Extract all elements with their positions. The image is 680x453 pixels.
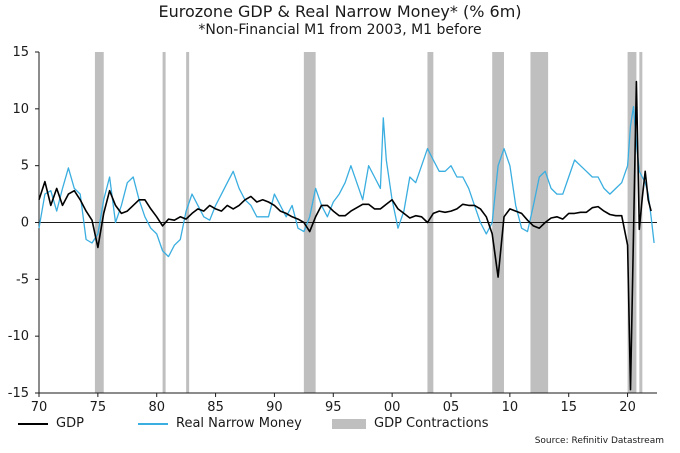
x-tick-label-10: 20 (619, 400, 636, 415)
y-tick-label-1: -10 (8, 329, 29, 344)
series-line-real-narrow-money (38, 105, 655, 258)
x-tick-label-4: 90 (266, 400, 283, 415)
source-note: Source: Refinitiv Datastream (534, 436, 664, 446)
x-tick-label-9: 15 (560, 400, 577, 415)
legend-swatch-real-narrow-money (138, 422, 168, 425)
legend-label-gdp-contractions: GDP Contractions (374, 416, 489, 431)
x-tick-label-5: 95 (325, 400, 342, 415)
legend-label-gdp: GDP (56, 416, 84, 431)
chart-subtitle: *Non-Financial M1 from 2003, M1 before (198, 22, 482, 38)
y-tick-label-4: 5 (21, 159, 29, 174)
x-tick-label-8: 10 (502, 400, 519, 415)
y-tick-label-5: 10 (12, 102, 29, 117)
y-tick-label-6: 15 (12, 45, 29, 60)
y-tick-label-2: -5 (16, 272, 29, 287)
x-tick-label-1: 75 (90, 400, 107, 415)
chart-title: Eurozone GDP & Real Narrow Money* (% 6m) (158, 2, 522, 21)
legend-item-real-narrow-money: Real Narrow Money (138, 416, 302, 431)
legend-item-gdp-contractions: GDP Contractions (332, 416, 489, 431)
legend-swatch-gdp-contractions (332, 418, 366, 429)
series-line-gdp (38, 80, 652, 391)
x-tick-label-2: 80 (148, 400, 165, 415)
x-tick-label-6: 00 (384, 400, 401, 415)
legend-item-gdp: GDP (18, 416, 84, 431)
y-tick-label-0: -15 (8, 386, 29, 401)
x-tick-label-7: 05 (443, 400, 460, 415)
legend-label-real-narrow-money: Real Narrow Money (176, 416, 302, 431)
x-tick-label-3: 85 (207, 400, 224, 415)
y-tick-label-3: 0 (21, 216, 29, 231)
x-tick-label-0: 70 (31, 400, 48, 415)
legend-swatch-gdp (18, 422, 48, 425)
